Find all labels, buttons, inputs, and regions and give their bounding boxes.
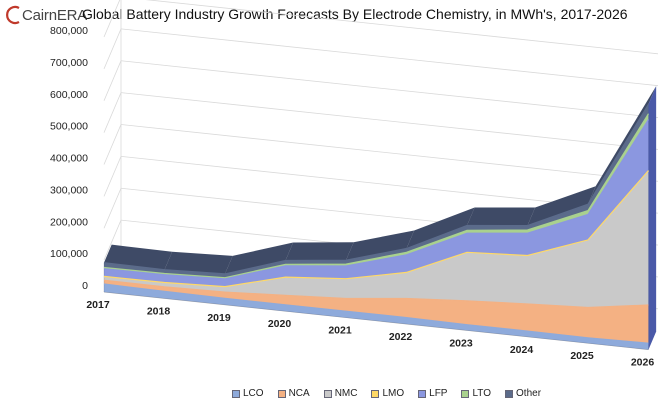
- x-tick-label: 2023: [449, 337, 473, 349]
- gridline-side: [103, 28, 122, 70]
- legend-swatch: [371, 389, 380, 398]
- legend-label: LCO: [243, 388, 264, 399]
- legend-item-other: Other: [505, 388, 541, 399]
- legend-item-lmo: LMO: [371, 388, 404, 399]
- y-tick-label: 500,000: [50, 121, 88, 133]
- y-tick-label: 100,000: [50, 248, 88, 260]
- y-tick-label: 0: [82, 280, 88, 292]
- series-edge-other: [103, 103, 650, 275]
- legend-swatch: [323, 389, 332, 398]
- cairnera-logo: CairnERA: [4, 2, 87, 28]
- legend-swatch: [505, 389, 514, 398]
- y-axis: 0 100,000 200,000 300,000 400,000 500,000 600,…: [50, 25, 88, 292]
- x-tick-label: 2017: [86, 299, 110, 311]
- legend-item-nca: NCA: [277, 388, 310, 399]
- x-tick-label: 2018: [147, 305, 171, 317]
- logo-text: CairnERA: [22, 6, 88, 24]
- gridline-side: [103, 156, 122, 197]
- gridline-side: [103, 188, 122, 229]
- gridline-side: [103, 60, 122, 101]
- series-edge-nca: [103, 279, 649, 309]
- legend-label: NCA: [288, 388, 310, 399]
- gridline-side: [103, 92, 122, 133]
- area-top-surface: [285, 242, 354, 261]
- area-top-surface: [164, 251, 233, 274]
- x-tick-label: 2022: [389, 331, 413, 343]
- chart-legend: LCO NCA NMC LMO LFP LTO Other: [232, 388, 541, 399]
- y-tick-label: 400,000: [50, 153, 88, 165]
- gridline: [120, 60, 658, 118]
- gridline-side: [103, 124, 122, 165]
- series-edge-lco: [103, 283, 649, 344]
- y-tick-label: 600,000: [50, 89, 88, 101]
- gridline-side: [103, 0, 121, 38]
- legend-label: LFP: [429, 388, 448, 399]
- area-top-surface: [588, 86, 657, 205]
- series-edge-lto: [103, 113, 650, 279]
- x-tick-label: 2021: [328, 325, 352, 337]
- series-edge-nmc: [103, 170, 649, 288]
- x-tick-label: 2020: [268, 318, 292, 330]
- x-tick-label: 2019: [207, 312, 231, 324]
- legend-label: Other: [516, 388, 542, 399]
- y-tick-label: 800,000: [50, 25, 88, 37]
- gridline: [120, 124, 658, 182]
- gridline: [120, 28, 658, 87]
- series-edge-lfp: [103, 119, 650, 280]
- gridline-side: [103, 219, 122, 261]
- legend-item-lco: LCO: [232, 388, 264, 399]
- y-tick-label: 200,000: [50, 216, 88, 228]
- area-top-surface: [225, 242, 294, 274]
- x-tick-label: 2024: [510, 344, 534, 356]
- logo-mark-icon: [6, 5, 20, 25]
- series-edge-lmo: [103, 170, 649, 288]
- gridline: [145, 0, 658, 55]
- area-end-cap: [648, 86, 657, 350]
- x-tick-label: 2026: [631, 357, 655, 369]
- legend-item-nmc: NMC: [323, 388, 358, 399]
- legend-label: LMO: [382, 388, 405, 399]
- legend-label: LTO: [472, 388, 492, 399]
- x-tick-label: 2025: [570, 350, 594, 362]
- area-top-surface: [467, 207, 536, 226]
- area-top-surface: [527, 186, 596, 226]
- y-tick-label: 300,000: [50, 184, 88, 196]
- legend-swatch: [232, 389, 240, 398]
- gridline: [120, 92, 658, 150]
- area-top-surface: [346, 230, 415, 261]
- x-axis: 2017 2018 2019 2020 2021 2022 2023 2024 2025 2026: [86, 299, 654, 369]
- legend-swatch: [418, 389, 427, 398]
- y-tick-label: 700,000: [50, 57, 88, 69]
- legend-swatch: [461, 389, 470, 398]
- legend-label: NMC: [334, 388, 358, 399]
- legend-swatch: [277, 389, 286, 398]
- legend-item-lto: LTO: [461, 388, 491, 399]
- area-top-surface: [406, 207, 475, 249]
- legend-item-lfp: LFP: [418, 388, 447, 399]
- area-top-surface: [104, 244, 173, 270]
- area-layer: [103, 86, 657, 350]
- chart-title: Global Battery Industry Growth Forecasts…: [82, 6, 628, 22]
